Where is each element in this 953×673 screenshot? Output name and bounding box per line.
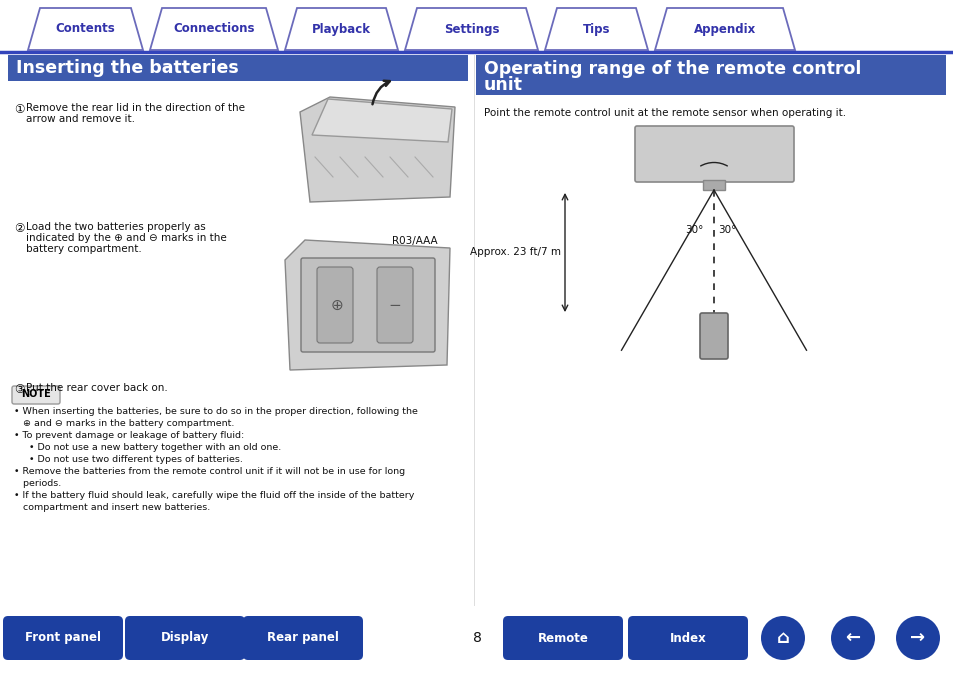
Text: 8: 8 [472, 631, 481, 645]
Text: arrow and remove it.: arrow and remove it. [26, 114, 135, 124]
Text: Approx. 23 ft/7 m: Approx. 23 ft/7 m [470, 247, 560, 257]
Text: • Do not use two different types of batteries.: • Do not use two different types of batt… [14, 455, 243, 464]
Text: compartment and insert new batteries.: compartment and insert new batteries. [14, 503, 210, 512]
FancyBboxPatch shape [8, 55, 468, 81]
Text: periods.: periods. [14, 479, 61, 488]
Text: indicated by the ⊕ and ⊖ marks in the: indicated by the ⊕ and ⊖ marks in the [26, 233, 227, 243]
Text: battery compartment.: battery compartment. [26, 244, 142, 254]
Text: Put the rear cover back on.: Put the rear cover back on. [26, 383, 168, 393]
FancyBboxPatch shape [700, 313, 727, 359]
Text: • To prevent damage or leakage of battery fluid:: • To prevent damage or leakage of batter… [14, 431, 244, 440]
Text: ①: ① [14, 103, 25, 116]
Text: Front panel: Front panel [25, 631, 101, 645]
Text: Display: Display [161, 631, 209, 645]
Text: 30°: 30° [718, 225, 736, 235]
Polygon shape [285, 8, 397, 50]
FancyBboxPatch shape [12, 386, 60, 404]
Text: Tips: Tips [582, 22, 610, 36]
Text: unit: unit [483, 76, 522, 94]
Text: ③: ③ [14, 383, 25, 396]
Text: Remote: Remote [537, 631, 588, 645]
Polygon shape [312, 99, 452, 142]
Polygon shape [544, 8, 647, 50]
Polygon shape [655, 8, 794, 50]
Polygon shape [150, 8, 277, 50]
Text: Load the two batteries properly as: Load the two batteries properly as [26, 222, 206, 232]
Text: • If the battery fluid should leak, carefully wipe the fluid off the inside of t: • If the battery fluid should leak, care… [14, 491, 414, 500]
Polygon shape [299, 97, 455, 202]
FancyBboxPatch shape [3, 616, 123, 660]
FancyBboxPatch shape [243, 616, 363, 660]
Text: Point the remote control unit at the remote sensor when operating it.: Point the remote control unit at the rem… [483, 108, 845, 118]
Text: Inserting the batteries: Inserting the batteries [16, 59, 238, 77]
Text: • Do not use a new battery together with an old one.: • Do not use a new battery together with… [14, 443, 281, 452]
FancyBboxPatch shape [301, 258, 435, 352]
FancyBboxPatch shape [627, 616, 747, 660]
Text: Remove the rear lid in the direction of the: Remove the rear lid in the direction of … [26, 103, 245, 113]
FancyBboxPatch shape [502, 616, 622, 660]
Text: ②: ② [14, 222, 25, 235]
Polygon shape [28, 8, 143, 50]
Text: ⌂: ⌂ [776, 629, 789, 647]
Text: 30°: 30° [685, 225, 703, 235]
FancyBboxPatch shape [125, 616, 245, 660]
FancyBboxPatch shape [476, 55, 945, 95]
Text: Playback: Playback [312, 22, 371, 36]
Text: NOTE: NOTE [21, 389, 51, 399]
Circle shape [895, 616, 939, 660]
FancyBboxPatch shape [376, 267, 413, 343]
FancyBboxPatch shape [635, 126, 793, 182]
FancyBboxPatch shape [316, 267, 353, 343]
Text: −: − [388, 297, 401, 312]
Text: Rear panel: Rear panel [267, 631, 338, 645]
Text: • Remove the batteries from the remote control unit if it will not be in use for: • Remove the batteries from the remote c… [14, 467, 405, 476]
Text: →: → [909, 629, 924, 647]
Text: • When inserting the batteries, be sure to do so in the proper direction, follow: • When inserting the batteries, be sure … [14, 407, 417, 416]
Text: Appendix: Appendix [693, 22, 756, 36]
Text: Index: Index [669, 631, 705, 645]
Polygon shape [702, 180, 724, 190]
Circle shape [760, 616, 804, 660]
Polygon shape [405, 8, 537, 50]
Text: R03/AAA: R03/AAA [392, 236, 437, 246]
Text: Settings: Settings [443, 22, 498, 36]
Text: Operating range of the remote control: Operating range of the remote control [483, 60, 861, 78]
Polygon shape [285, 240, 450, 370]
Text: ⊕ and ⊖ marks in the battery compartment.: ⊕ and ⊖ marks in the battery compartment… [14, 419, 234, 428]
Circle shape [830, 616, 874, 660]
Text: Connections: Connections [173, 22, 254, 36]
Text: ⊕: ⊕ [331, 297, 343, 312]
Text: Contents: Contents [55, 22, 115, 36]
Text: ←: ← [844, 629, 860, 647]
